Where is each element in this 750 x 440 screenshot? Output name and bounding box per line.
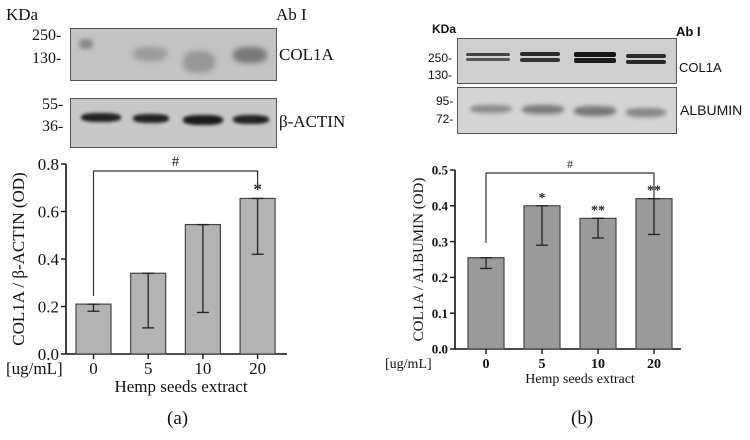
marker-36-a: 36- [42,118,64,135]
chart-a-category-label: 5 [144,359,153,378]
chart-b-ytick-label: 0.3 [432,234,449,249]
caption-b: (b) [571,408,594,429]
marker-250-a: 250- [32,27,62,44]
chart-a-y-axis-title: COL1A / β-ACTIN (OD) [9,172,28,345]
col1a-label-b: COL1A [679,60,722,75]
marker-55-a: 55- [42,96,64,113]
chart-a-ytick-label: 0.6 [38,203,59,222]
chart-a-category-label: 10 [194,359,211,378]
chart-a-unit-label: [ug/mL] [6,359,63,378]
chart-a-bar [75,303,112,355]
chart-b-bar [467,257,505,350]
chart-b-y-axis-title: COL1A / ALBUMIN (OD) [411,178,427,342]
ab-label-a: Ab I [276,5,307,24]
blot-col1a-b [457,38,677,84]
chart-b-unit-label: [ug/mL] [385,357,432,372]
chart-a: 0.0 0.2 0.4 0.6 0.8 0 5 10 20 * # [ug/mL] Hemp seeds… [6,154,287,396]
chart-a-x-axis-title: Hemp seeds extract [114,377,247,396]
chart-b-category-label: 10 [591,357,605,372]
chart-b-ytick-label: 0.5 [432,163,449,178]
caption-a: (a) [167,408,189,429]
marker-250-b: 250- [428,51,453,65]
chart-b-ytick-label: 0.2 [432,270,448,285]
chart-a-category-label: 20 [249,359,266,378]
chart-b-ytick-label: 0.4 [432,198,449,213]
chart-b-category-label: 0 [483,357,490,372]
chart-b-significance-marker: ** [591,203,605,218]
blot-albumin-b [457,87,677,134]
chart-a-ytick-label: 0.0 [38,345,59,364]
chart-a-ytick-label: 0.8 [38,155,59,174]
chart-b-category-label: 5 [539,357,546,372]
blot-col1a-a [70,28,277,81]
kda-label-b: KDa [432,22,457,36]
chart-b-significance-marker: * [539,191,546,206]
chart-b-bar [579,217,617,350]
col1a-label-a: COL1A [279,45,334,64]
chart-b-x-axis-title: Hemp seeds extract [525,372,635,387]
ab-label-b: Ab I [676,24,701,39]
marker-130-b: 130- [428,68,453,82]
kda-label-a: KDa [6,5,39,24]
marker-95-b: 95- [436,94,454,108]
chart-b-bracket-label: # [567,157,573,171]
actin-label-a: β-ACTIN [279,112,346,131]
chart-b-significance-bracket [485,172,655,243]
chart-a-ytick-label: 0.4 [38,250,60,269]
chart-a-category-label: 0 [89,359,98,378]
chart-a-significance-marker: * [253,179,262,198]
chart-a-ytick-label: 0.2 [38,298,59,317]
chart-a-bracket-label: # [172,154,180,170]
marker-130-a: 130- [32,50,62,67]
blot-actin-a [70,98,277,148]
marker-72-b: 72- [436,112,454,126]
chart-b-category-label: 20 [647,357,661,372]
chart-b-ytick-label: 0.1 [432,306,448,321]
albumin-label-b: ALBUMIN [680,102,743,118]
chart-a-significance-bracket [92,170,259,296]
chart-b: 0.00.10.20.30.40.50 5*10**20**#[ug/mL]Hem… [385,157,681,387]
chart-b-ytick-label: 0.0 [432,342,448,357]
